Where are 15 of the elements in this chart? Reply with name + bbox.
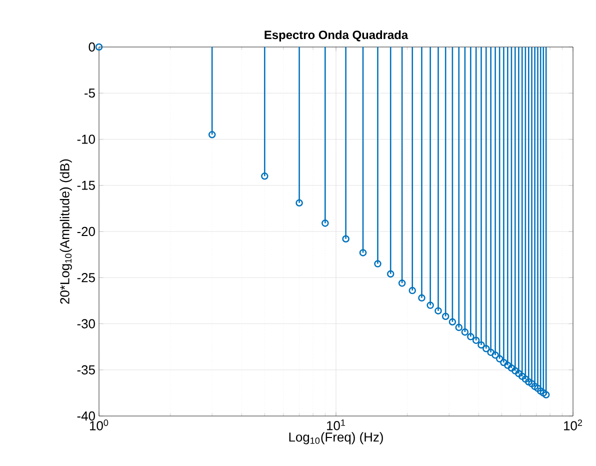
y-tick-label: -25 [77, 273, 95, 282]
y-tick-label: -40 [77, 411, 95, 421]
y-tick-label: -20 [77, 226, 95, 236]
y-tick-label: -35 [77, 365, 95, 374]
y-tick-label: -5 [84, 88, 95, 98]
y-tick-label: 0 [88, 42, 95, 52]
y-tick-label: -15 [77, 180, 95, 190]
x-tick-label: 10$^{1}$ [327, 420, 346, 430]
x-tick-label: 10$^{0}$ [90, 420, 108, 430]
x-tick-label: 10$^{2}$ [564, 420, 582, 430]
x-axis-title: Log$_{10}$(Freq) (Hz) [289, 432, 383, 444]
chart-title: Espectro Onda Quadrada [264, 30, 408, 42]
y-axis-title: 20*Log$_{10}$(Amplitude) (dB) [60, 159, 72, 304]
y-tick-label: -10 [77, 134, 95, 144]
y-tick-label: -30 [77, 319, 95, 328]
